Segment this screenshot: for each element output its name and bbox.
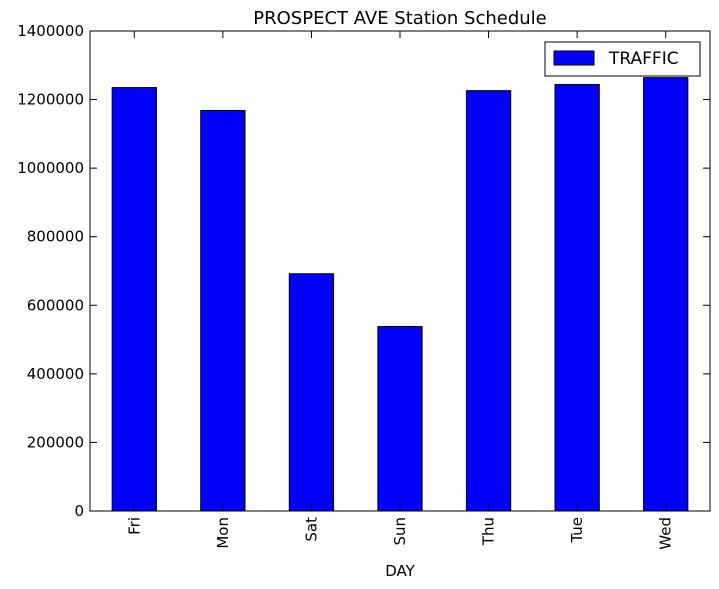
- chart-title: PROSPECT AVE Station Schedule: [253, 8, 546, 29]
- y-tick-label: 1000000: [17, 159, 84, 177]
- legend-swatch: [553, 50, 595, 66]
- bar-tue: [554, 83, 600, 512]
- y-tick-label: 600000: [27, 296, 84, 314]
- plot-frame: [89, 30, 711, 512]
- bars-group: [111, 77, 689, 512]
- bar-wed: [643, 77, 689, 512]
- x-axis-ticks: Fri Mon Sat Sun Thu Tue Wed: [125, 31, 675, 550]
- y-axis-ticks: 0 200000 400000 600000 800000 1000000 1200000 1…: [17, 22, 710, 520]
- y-tick-label: 200000: [27, 433, 84, 451]
- y-tick-label: 800000: [27, 228, 84, 246]
- bar-sat: [288, 273, 335, 512]
- x-tick-label-sat: Sat: [302, 517, 320, 542]
- bar-mon: [200, 110, 246, 512]
- bar-thu: [465, 90, 512, 512]
- legend: TRAFFIC: [544, 41, 701, 77]
- x-tick-label-thu: Thu: [480, 517, 498, 546]
- x-tick-label-wed: Wed: [657, 517, 675, 550]
- y-tick-label: 1200000: [17, 91, 84, 109]
- legend-label-traffic: TRAFFIC: [608, 49, 679, 69]
- x-tick-label-mon: Mon: [214, 517, 232, 549]
- y-tick-label: 400000: [27, 365, 84, 383]
- x-tick-label-fri: Fri: [125, 517, 143, 535]
- x-axis-label: DAY: [385, 562, 415, 580]
- x-tick-label-sun: Sun: [391, 517, 409, 546]
- y-tick-label: 0: [74, 502, 84, 520]
- x-tick-label-tue: Tue: [568, 517, 586, 544]
- bar-fri: [111, 87, 157, 512]
- bar-sun: [377, 326, 423, 512]
- y-tick-label: 1400000: [17, 22, 84, 40]
